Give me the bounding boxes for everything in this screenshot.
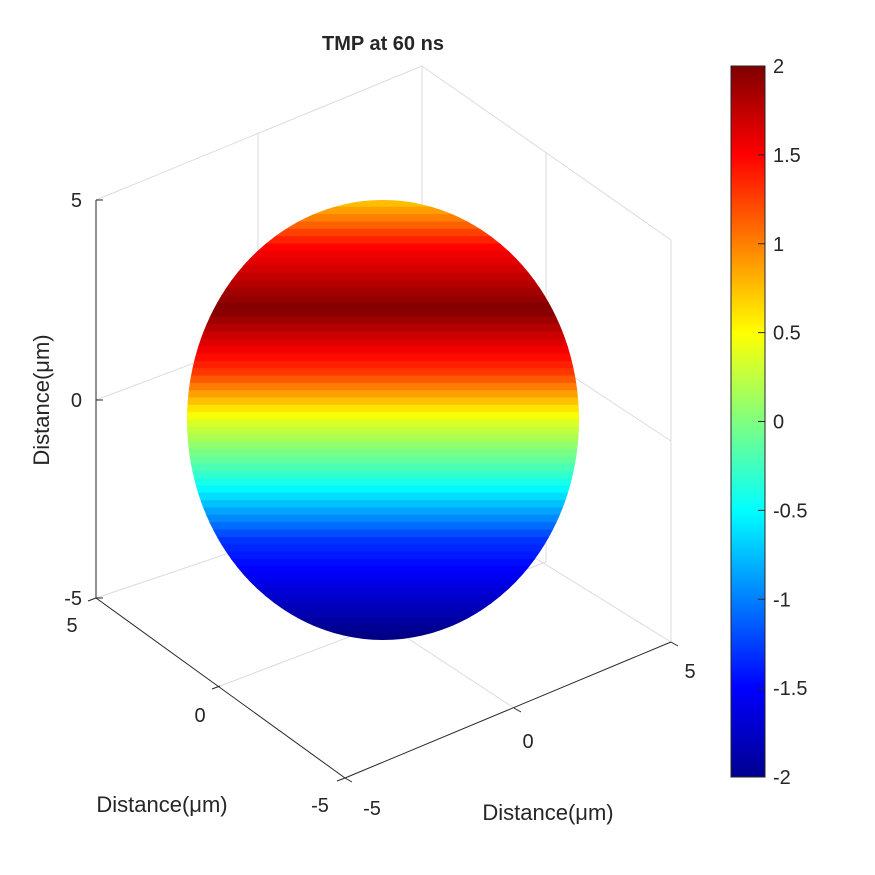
sphere-band [187, 331, 579, 340]
sphere-band [187, 265, 579, 274]
x-axis-label: Distance(μm) [482, 800, 613, 825]
sphere-band [187, 368, 579, 377]
sphere-band [187, 558, 579, 568]
sphere-band [187, 492, 579, 502]
chart-title: TMP at 60 ns [322, 33, 444, 55]
sphere-band [187, 294, 579, 304]
sphere-band [187, 632, 579, 640]
y-tick-mark [211, 685, 221, 690]
sphere-band [187, 206, 579, 216]
colorbar-ticks: 2 1.5 1 0.5 0 -0.5 -1 -1.5 -2 [758, 56, 807, 789]
colorbar-tick-label: 1.5 [773, 145, 801, 167]
sphere-band [187, 353, 579, 362]
sphere-band [187, 441, 579, 450]
colorbar-tick-label: -0.5 [773, 500, 807, 522]
colorbar-tick-label: -1 [773, 589, 791, 611]
sphere-band [187, 412, 579, 421]
sphere-band [187, 404, 579, 414]
x-tick-label: 5 [684, 661, 695, 683]
colorbar-tick-label: -2 [773, 767, 791, 789]
colorbar-tick-label: -1.5 [773, 678, 807, 700]
sphere-band [187, 588, 579, 597]
sphere-band [187, 346, 579, 355]
sphere-band [187, 316, 579, 326]
x-tick-mark [344, 777, 353, 783]
sphere-band [187, 236, 579, 245]
sphere-band [187, 250, 579, 260]
sphere-band [187, 507, 579, 516]
sphere-band [187, 551, 579, 560]
sphere-band [187, 544, 579, 553]
sphere-band [187, 258, 579, 267]
y-tick-label: -5 [311, 795, 329, 817]
sphere-band [187, 580, 579, 590]
x-tick-mark [670, 641, 679, 647]
sphere-surface [187, 200, 579, 640]
sphere-band [187, 221, 579, 230]
sphere-band [187, 602, 579, 612]
sphere-band [187, 390, 579, 399]
colorbar-tick-label: 1 [773, 234, 784, 256]
colorbar-tick-label: 0 [773, 412, 784, 434]
sphere-band [187, 478, 579, 487]
y-tick-mark [87, 597, 97, 602]
axis-lines [95, 200, 672, 779]
sphere-band [187, 280, 579, 289]
sphere-band [187, 617, 579, 626]
x-axis-ticks: -5 0 5 [344, 641, 696, 820]
sphere-band [187, 500, 579, 509]
sphere-band [187, 470, 579, 480]
z-tick-label: -5 [64, 588, 82, 610]
sphere-band [187, 456, 579, 465]
sphere-band [187, 397, 579, 406]
sphere-band [187, 434, 579, 443]
sphere-band [187, 485, 579, 494]
colorbar: 2 1.5 1 0.5 0 -0.5 -1 -1.5 -2 [730, 56, 807, 789]
sphere-band [187, 522, 579, 531]
sphere-band [187, 419, 579, 428]
z-axis-label: Distance(μm) [29, 334, 54, 465]
sphere-band [187, 595, 579, 604]
sphere-band [187, 566, 579, 575]
colorbar-tick-label: 2 [773, 56, 784, 78]
sphere-band [187, 360, 579, 370]
y-tick-label: 0 [194, 705, 205, 727]
x-tick-label: 0 [522, 731, 533, 753]
x-tick-mark [513, 707, 522, 713]
sphere-band [187, 448, 579, 458]
sphere-band [187, 272, 579, 282]
sphere-band [187, 514, 579, 524]
sphere-band [187, 338, 579, 348]
sphere-band [187, 624, 579, 634]
y-tick-mark [336, 777, 346, 782]
z-tick-label: 0 [71, 390, 82, 412]
sphere-band [187, 573, 579, 582]
y-axis-label: Distance(μm) [96, 792, 227, 817]
sphere-band [187, 610, 579, 619]
sphere-band [187, 287, 579, 296]
sphere-band [187, 529, 579, 538]
x-tick-label: -5 [363, 798, 381, 820]
sphere-band [187, 309, 579, 318]
colorbar-tick-label: 0.5 [773, 323, 801, 345]
sphere-band [187, 382, 579, 392]
sphere-band [187, 536, 579, 546]
sphere-band [187, 302, 579, 311]
sphere-band [187, 463, 579, 472]
y-tick-label: 5 [66, 615, 77, 637]
sphere-band [187, 426, 579, 436]
y-axis-ticks: -5 0 5 [66, 597, 346, 817]
z-tick-label: 5 [71, 190, 82, 212]
sphere-band [187, 375, 579, 384]
sphere-band [187, 228, 579, 238]
sphere-band [187, 324, 579, 333]
sphere-band [187, 214, 579, 223]
z-axis-ticks: -5 0 5 [64, 190, 103, 610]
sphere-band [187, 200, 579, 208]
sphere-band [187, 243, 579, 252]
